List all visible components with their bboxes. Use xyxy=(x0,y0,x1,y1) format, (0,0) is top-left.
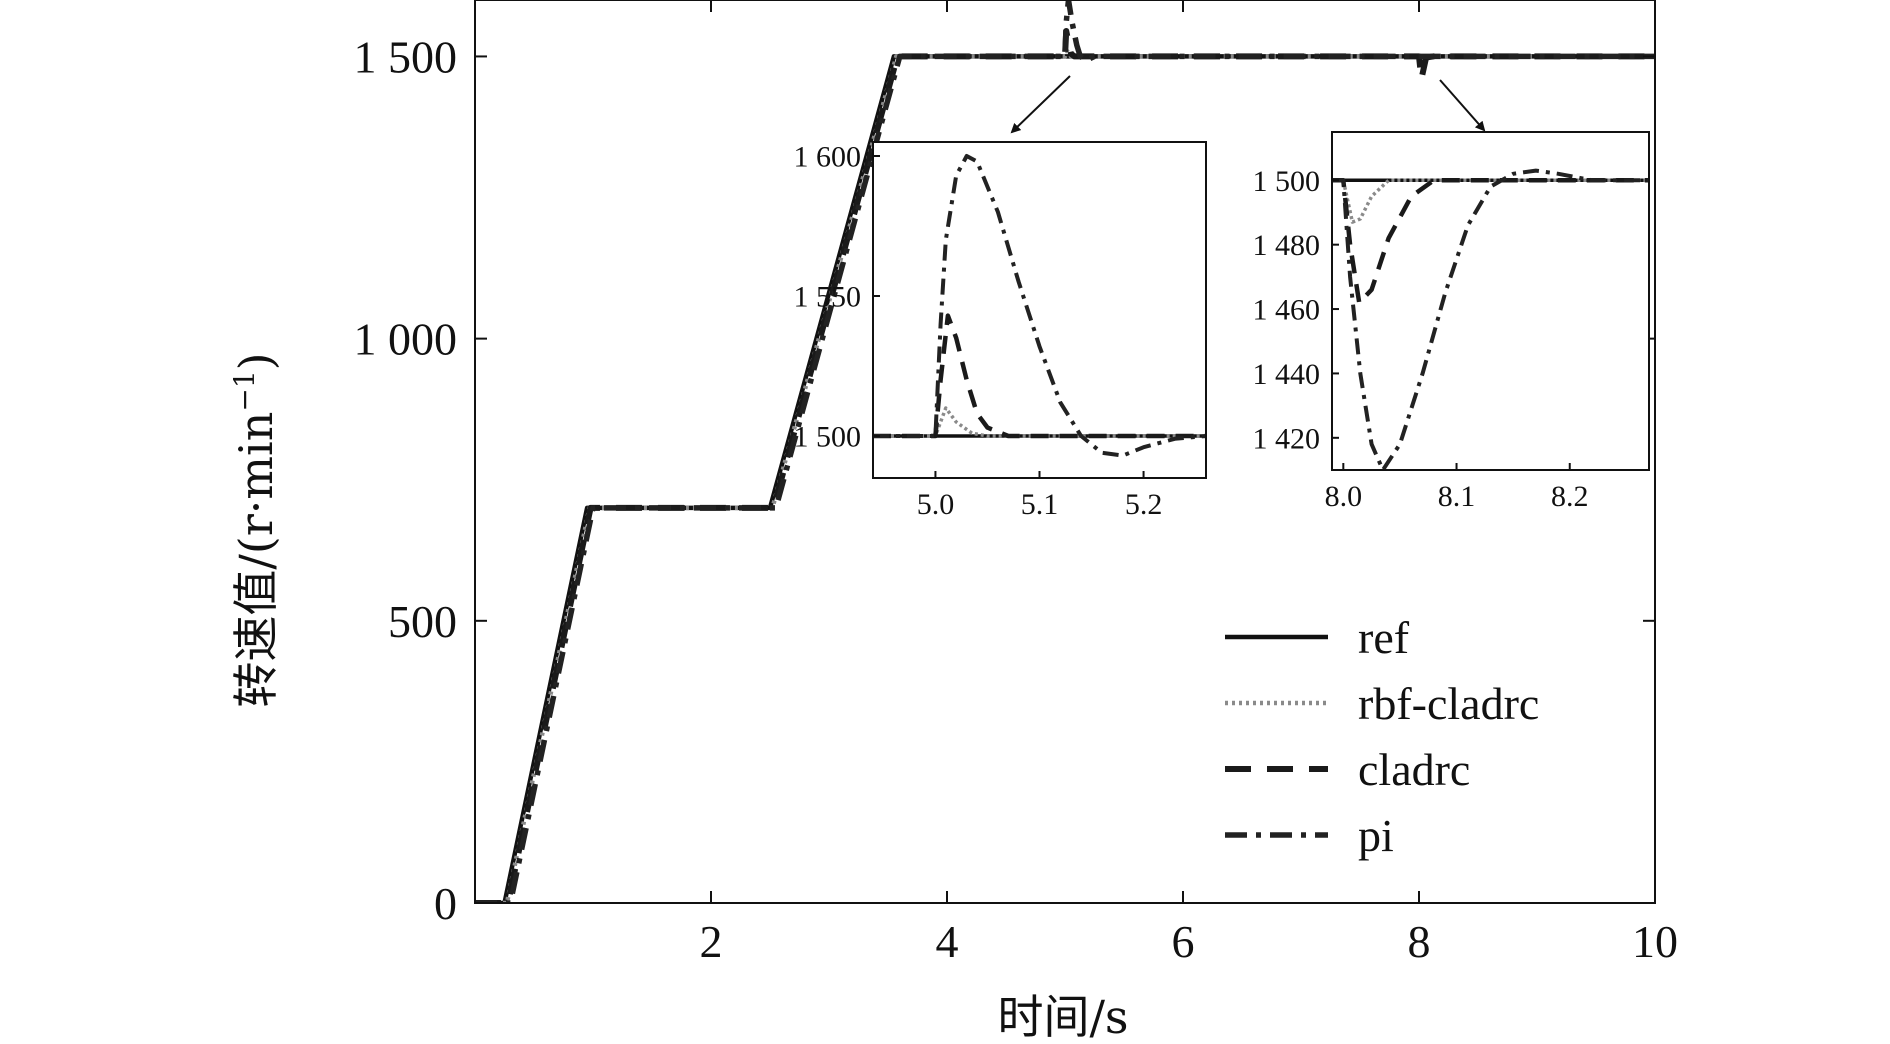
x-tick-label: 10 xyxy=(1632,916,1678,967)
legend-label-ref: ref xyxy=(1358,612,1410,663)
x-tick-label: 2 xyxy=(700,916,723,967)
legend-label-pi: pi xyxy=(1358,810,1394,861)
callout-arrows xyxy=(1010,75,1486,134)
series-line-pi xyxy=(475,0,1655,903)
plot-area xyxy=(873,142,1206,478)
x-tick-label: 4 xyxy=(936,916,959,967)
series-group xyxy=(873,154,1206,458)
series-line-cladrc xyxy=(1332,178,1649,305)
y-tick-label: 1 460 xyxy=(1253,294,1321,327)
y-tick-label: 1 480 xyxy=(1253,229,1321,262)
x-tick-label: 8.2 xyxy=(1551,480,1589,513)
x-tick-label: 8.1 xyxy=(1438,480,1476,513)
y-tick-label: 1 500 xyxy=(354,32,458,83)
x-tick-label: 5.2 xyxy=(1125,488,1163,521)
inset-plot-5s: 5.0 5.1 5.2 1 500 1 550 1 600 xyxy=(794,141,1207,521)
series-group xyxy=(1332,168,1649,470)
x-tick-label: 5.0 xyxy=(917,488,955,521)
y-tick-label: 1 600 xyxy=(794,141,862,174)
series-group xyxy=(475,0,1655,903)
y-tick-label: 1 550 xyxy=(794,281,862,314)
series-line-pi xyxy=(873,154,1206,458)
callout-arrow-5s xyxy=(1010,75,1071,134)
x-tick-label: 8 xyxy=(1408,916,1431,967)
y-tick-label: 500 xyxy=(388,596,457,647)
y-tick-label: 1 000 xyxy=(354,314,458,365)
y-tick-label: 1 420 xyxy=(1253,422,1321,455)
y-tick-label: 0 xyxy=(434,878,457,929)
x-tick-label: 6 xyxy=(1172,916,1195,967)
y-axis-title: 转速值/(r·min−1) xyxy=(228,352,283,707)
legend: ref rbf-cladrc cladrc pi xyxy=(1225,612,1539,861)
series-line-pi xyxy=(1332,168,1649,470)
inset-plot-8s: 8.0 8.1 8.2 1 420 1 440 1 460 1 480 1 500 xyxy=(1253,131,1650,513)
x-tick-label: 8.0 xyxy=(1325,480,1363,513)
plot-frame xyxy=(474,0,1656,904)
series-line-rbf-cladrc xyxy=(1332,178,1649,224)
callout-arrow-8s xyxy=(1439,79,1486,132)
series-line-cladrc xyxy=(873,313,1206,439)
legend-label-rbf-cladrc: rbf-cladrc xyxy=(1358,678,1539,729)
x-tick-label: 5.1 xyxy=(1021,488,1059,521)
y-tick-label: 1 440 xyxy=(1253,358,1321,391)
y-tick-label: 1 500 xyxy=(1253,165,1321,198)
legend-label-cladrc: cladrc xyxy=(1358,744,1470,795)
plot-area xyxy=(1332,132,1649,470)
plot-frame xyxy=(1331,131,1650,471)
x-axis-title: 时间/s xyxy=(997,990,1128,1044)
y-tick-label: 1 500 xyxy=(794,421,862,454)
